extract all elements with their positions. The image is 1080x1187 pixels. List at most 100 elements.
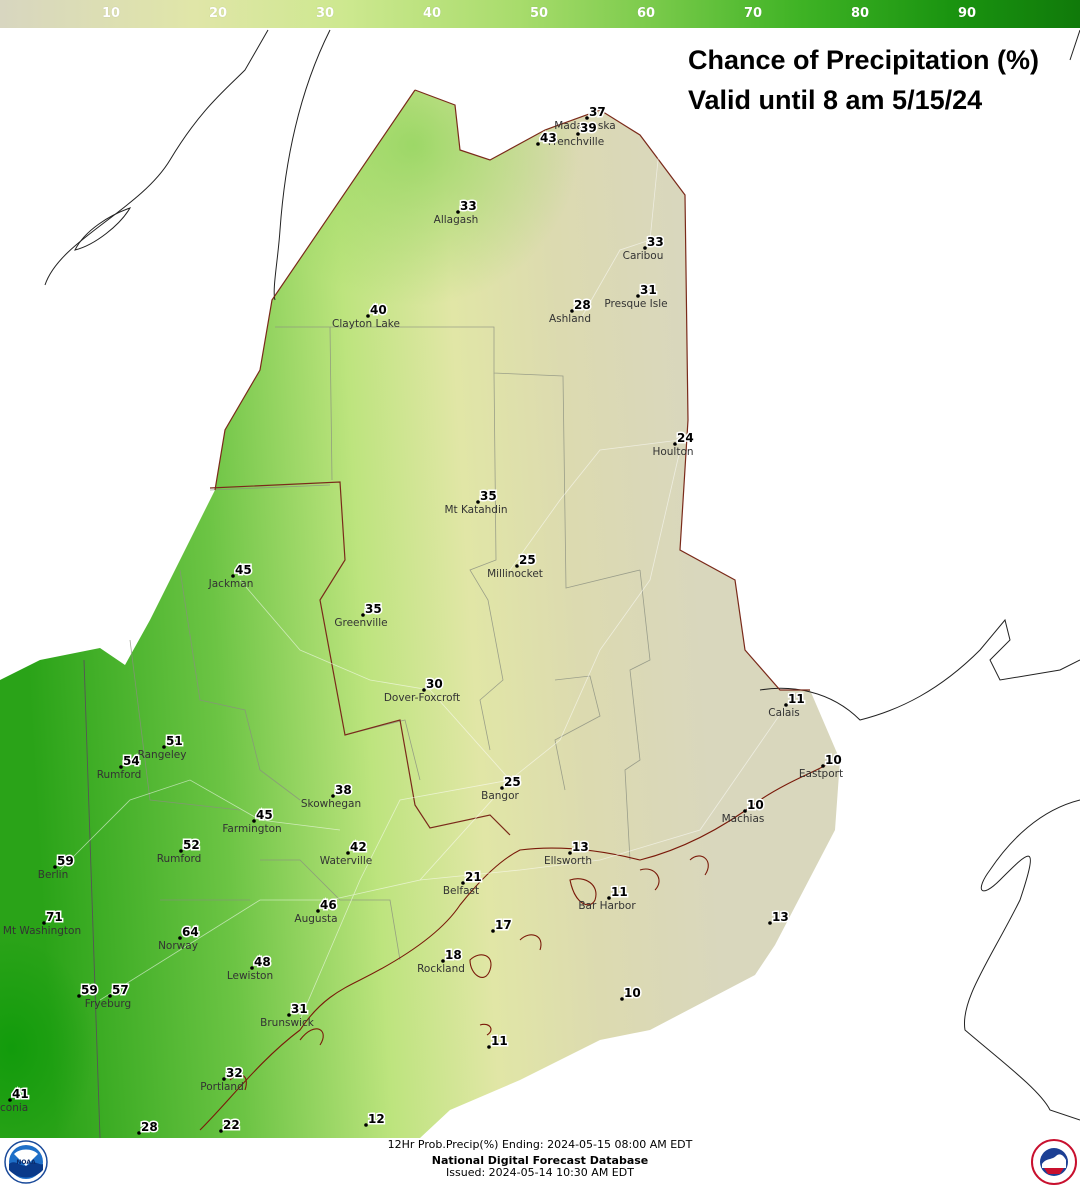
station-dot bbox=[219, 1129, 223, 1133]
station-dot bbox=[620, 997, 624, 1001]
map-title: Chance of Precipitation (%) Valid until … bbox=[688, 40, 1039, 120]
station-marker: 17 bbox=[491, 917, 513, 934]
station-name: Laconia bbox=[0, 1102, 28, 1114]
station-value: 40 bbox=[370, 303, 387, 317]
footer-issued-line: Issued: 2024-05-14 10:30 AM EDT bbox=[446, 1166, 634, 1179]
station-value: 33 bbox=[460, 199, 477, 213]
station-dot bbox=[515, 564, 519, 568]
station-value: 13 bbox=[772, 910, 789, 924]
station-name: Ashland bbox=[549, 313, 591, 325]
station-value: 32 bbox=[226, 1066, 243, 1080]
station-name: Augusta bbox=[294, 913, 337, 925]
station-value: 25 bbox=[519, 553, 536, 567]
scale-tick: 60 bbox=[636, 6, 656, 21]
station-value: 45 bbox=[235, 563, 252, 577]
station-dot bbox=[643, 246, 647, 250]
station-value: 41 bbox=[12, 1087, 29, 1101]
station-name: Rangeley bbox=[138, 749, 187, 761]
station-value: 64 bbox=[182, 925, 199, 939]
station-dot bbox=[77, 994, 81, 998]
station-dot bbox=[476, 500, 480, 504]
station-name: Berlin bbox=[38, 869, 68, 881]
state-border bbox=[83, 89, 810, 1138]
station-dot bbox=[137, 1131, 141, 1135]
station-name: Ellsworth bbox=[544, 855, 592, 867]
station-name: Fryeburg bbox=[85, 998, 131, 1010]
station-value: 30 bbox=[426, 677, 443, 691]
station-name: Presque Isle bbox=[604, 298, 667, 310]
footer-product-line: 12Hr Prob.Precip(%) Ending: 2024-05-15 0… bbox=[387, 1138, 693, 1151]
station-dot bbox=[250, 966, 254, 970]
noaa-logo-text: NOAA bbox=[16, 1159, 36, 1166]
station-dot bbox=[585, 116, 589, 120]
station-dot bbox=[743, 809, 747, 813]
station-value: 45 bbox=[256, 808, 273, 822]
station-value: 13 bbox=[572, 840, 589, 854]
station-name: Lewiston bbox=[227, 970, 273, 982]
coastline bbox=[199, 759, 836, 1131]
station-value: 39 bbox=[580, 121, 597, 135]
station-name: Belfast bbox=[443, 885, 479, 897]
station-name: Portland bbox=[200, 1081, 244, 1093]
noaa-logo: NOAA bbox=[4, 1140, 48, 1184]
station-dot bbox=[576, 132, 580, 136]
station-value: 43 bbox=[540, 131, 557, 145]
station-name: Norway bbox=[158, 940, 198, 952]
station-value: 59 bbox=[57, 854, 74, 868]
station-marker: 22 bbox=[219, 1117, 241, 1134]
station-dot bbox=[821, 764, 825, 768]
station-value: 35 bbox=[480, 489, 497, 503]
scale-tick: 10 bbox=[101, 6, 121, 21]
station-name: Jackman bbox=[208, 578, 254, 590]
precipitation-map: 37Madawaska39Frenchville4333Allagash33Ca… bbox=[0, 29, 1080, 1138]
station-name: Calais bbox=[768, 707, 800, 719]
scale-tick: 20 bbox=[208, 6, 228, 21]
station-marker: 43 bbox=[536, 130, 558, 147]
station-dot bbox=[346, 851, 350, 855]
station-value: 28 bbox=[141, 1120, 158, 1134]
station-name: Houlton bbox=[652, 446, 693, 458]
station-dot bbox=[8, 1098, 12, 1102]
scale-tick: 30 bbox=[315, 6, 335, 21]
station-dot bbox=[441, 959, 445, 963]
station-layer: 37Madawaska39Frenchville4333Allagash33Ca… bbox=[0, 104, 843, 1136]
station-value: 10 bbox=[624, 986, 641, 1000]
station-value: 28 bbox=[574, 298, 591, 312]
station-name: Frenchville bbox=[548, 136, 604, 148]
station-name: Rockland bbox=[417, 963, 465, 975]
station-name: Madawaska bbox=[554, 120, 615, 132]
station-value: 57 bbox=[112, 983, 129, 997]
station-dot bbox=[491, 929, 495, 933]
station-dot bbox=[42, 921, 46, 925]
road-lines bbox=[59, 139, 791, 1021]
nws-logo bbox=[1031, 1139, 1077, 1185]
station-dot bbox=[768, 921, 772, 925]
station-dot bbox=[222, 1077, 226, 1081]
scale-tick: 80 bbox=[850, 6, 870, 21]
station-name: Greenville bbox=[334, 617, 387, 629]
station-value: 42 bbox=[350, 840, 367, 854]
station-marker: 59 bbox=[77, 982, 99, 999]
station-dot bbox=[53, 865, 57, 869]
station-dot bbox=[162, 745, 166, 749]
station-value: 52 bbox=[183, 838, 200, 852]
station-value: 17 bbox=[495, 918, 512, 932]
station-name: Bar Harbor bbox=[578, 900, 636, 912]
station-value: 11 bbox=[788, 692, 805, 706]
title-line-2: Valid until 8 am 5/15/24 bbox=[688, 85, 983, 115]
